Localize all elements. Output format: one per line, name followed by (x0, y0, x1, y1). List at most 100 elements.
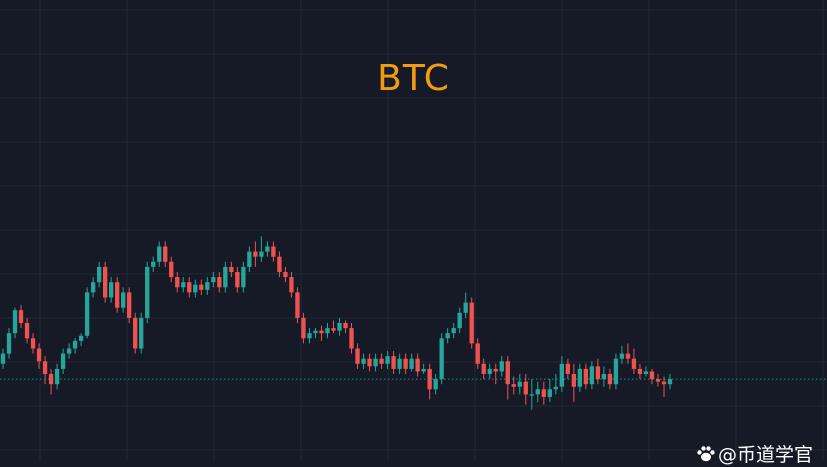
candle-body (415, 358, 420, 372)
candles (0, 236, 673, 410)
candle-body (331, 328, 336, 331)
candle (451, 323, 456, 339)
candle-body (181, 282, 186, 288)
candle (403, 353, 408, 374)
candle-body (289, 277, 294, 293)
candle (30, 333, 36, 354)
candle-body (613, 358, 619, 385)
candle-body (499, 361, 504, 372)
candle-body (301, 317, 306, 339)
candle (595, 358, 601, 385)
candle (373, 353, 378, 372)
candle-body (187, 282, 192, 293)
candle (223, 261, 228, 293)
candle (649, 368, 655, 385)
candle (163, 241, 168, 267)
candle (589, 361, 595, 390)
candle-body (367, 358, 372, 367)
candle (559, 356, 565, 392)
candle-body (229, 266, 234, 272)
candle-body (283, 272, 288, 278)
candle-body (349, 328, 354, 349)
candle (517, 374, 522, 395)
candle (535, 381, 540, 403)
candle-body (277, 256, 282, 272)
candle-body (337, 323, 342, 331)
candle (541, 381, 546, 405)
candle-body (607, 374, 613, 385)
candle (121, 287, 126, 313)
candle (0, 348, 6, 369)
candle (253, 241, 258, 267)
candle-body (445, 333, 450, 339)
candle (367, 353, 372, 372)
candle-body (151, 261, 156, 267)
candle (637, 363, 643, 380)
candle-body (361, 358, 366, 364)
candle-body (96, 266, 102, 283)
candle-body (205, 282, 210, 290)
candle (66, 343, 72, 359)
candle-body (259, 251, 264, 257)
candle (54, 363, 60, 390)
candle-body (391, 356, 396, 369)
candle-body (661, 381, 667, 385)
candle (457, 307, 462, 334)
candle (72, 338, 78, 354)
candle-body (121, 292, 126, 308)
candle-body (139, 317, 144, 349)
watermark-text: @币道学官 (717, 444, 813, 466)
candle-body (571, 374, 577, 387)
candle-body (163, 246, 168, 262)
candle-body (217, 277, 222, 288)
candle (631, 348, 637, 374)
candle-body (175, 277, 180, 288)
candle-body (637, 368, 643, 374)
candle (421, 363, 426, 374)
candle-body (523, 381, 528, 395)
candle-body (385, 356, 390, 364)
candle (187, 277, 192, 298)
candle-body (517, 381, 522, 387)
candle-body (475, 343, 480, 364)
candle (241, 261, 246, 293)
candle (175, 272, 180, 293)
candle (571, 363, 577, 403)
candle (265, 241, 270, 257)
candle-body (667, 379, 673, 385)
candle-body (0, 353, 6, 364)
candle (139, 312, 144, 354)
candle-body (397, 358, 402, 369)
candle-body (553, 386, 558, 390)
candle (493, 363, 498, 385)
candle-body (199, 284, 204, 290)
candle-body (505, 361, 510, 385)
candle (475, 338, 480, 369)
candle-body (457, 312, 462, 329)
candle (661, 376, 667, 397)
candle (301, 312, 306, 344)
candle-body (36, 348, 42, 362)
candle (235, 266, 240, 293)
candle-body (84, 292, 90, 336)
candle-body (541, 389, 546, 397)
candle-body (115, 282, 120, 308)
candle-body (469, 302, 474, 344)
candle (319, 325, 324, 341)
candle-body (595, 366, 601, 380)
candle (397, 353, 402, 374)
candle (78, 333, 84, 346)
candle (271, 241, 276, 262)
candle-body (24, 323, 30, 339)
candle (157, 241, 162, 267)
candle-body (127, 292, 132, 318)
candle (42, 356, 48, 385)
candle (469, 297, 474, 349)
candle (613, 353, 619, 390)
candle (505, 356, 510, 400)
candle (439, 333, 444, 385)
candle (415, 353, 420, 377)
candle-body (643, 371, 649, 374)
candle-body (241, 266, 246, 288)
candle (211, 272, 216, 288)
